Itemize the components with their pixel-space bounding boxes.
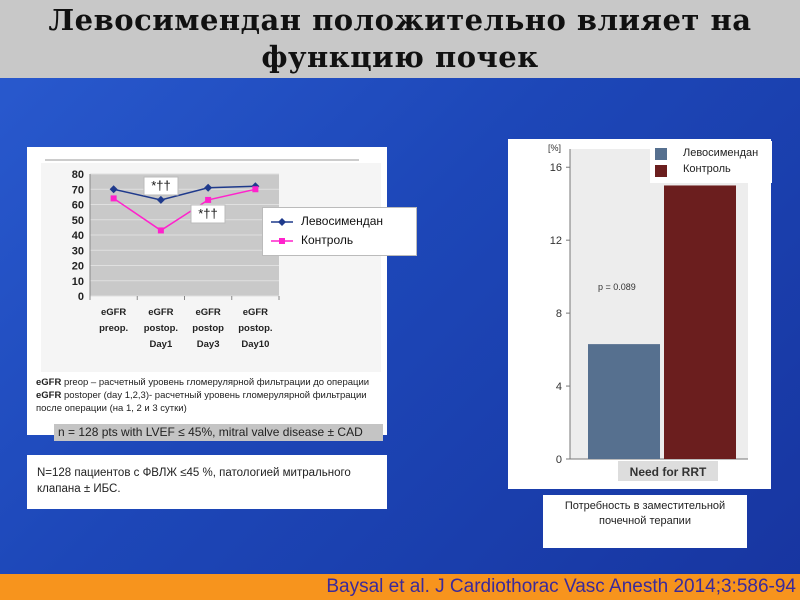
note-postop: eGFR postoper (day 1,2,3)- расчетный уро…	[36, 389, 376, 415]
x-tick-label: postop	[192, 323, 224, 334]
title-bar: Левосимендан положительно влияет на функ…	[0, 0, 800, 78]
series-line	[113, 185, 256, 201]
x-tick-label: Day10	[241, 339, 269, 350]
y-tick-label: 70	[72, 184, 84, 196]
y-tick-label: 40	[72, 230, 84, 242]
x-tick-label: eGFR	[243, 307, 268, 318]
data-point-control	[205, 196, 212, 203]
x-tick-label: Day1	[150, 339, 173, 350]
x-tick-label: Day3	[197, 339, 220, 350]
y-tick-label: 80	[72, 169, 84, 181]
citation-bar: Baysal et al. J Cardiothorac Vasc Anesth…	[0, 574, 800, 600]
legend-label-levo: Левосимендан	[301, 214, 384, 228]
x-tick-label: preop.	[99, 323, 128, 334]
citation-text: Baysal et al. J Cardiothorac Vasc Anesth…	[326, 576, 796, 597]
y-tick-label: 50	[72, 215, 84, 227]
caption-left-box: N=128 пациентов с ФВЛЖ ≤45 %, патологией…	[27, 455, 387, 509]
x-tick-label: eGFR	[195, 307, 220, 318]
y-axis-label: [%]	[548, 143, 561, 153]
data-point-control	[157, 227, 164, 234]
x-tick-label: eGFR	[101, 307, 126, 318]
x-category-bg	[618, 461, 718, 481]
significance-annotation: *††	[198, 206, 218, 221]
caption-right-box: Потребность в заместительной почечной те…	[543, 495, 747, 548]
significance-box	[143, 176, 179, 196]
caption-left-text: N=128 пациентов с ФВЛЖ ≤45 %, патологией…	[37, 467, 351, 495]
bar	[664, 185, 736, 459]
x-tick-label: Need for RRT	[630, 465, 707, 479]
line-chart-legend: Левосимендан Контроль	[262, 207, 417, 256]
data-point-levo	[109, 185, 118, 194]
legend-marker-levo	[278, 218, 286, 226]
y-tick-label: 0	[78, 291, 84, 303]
caption-right-text: Потребность в заместительной почечной те…	[564, 500, 726, 527]
note-postop-text: postoper (day 1,2,3)- расчетный уровень …	[36, 390, 367, 414]
significance-box	[190, 204, 226, 224]
note-preop-term: eGFR	[36, 377, 62, 388]
data-point-levo	[204, 183, 213, 192]
x-tick-label: eGFR	[148, 307, 173, 318]
x-tick-label: postop.	[144, 323, 178, 334]
data-point-control	[252, 186, 259, 193]
note-preop: eGFR preop – расчетный уровень гломеруля…	[36, 376, 376, 389]
line-chart: 0 10 20 30 40 50 60 70 80 eGFR preop. eGFR postop. Da…	[41, 159, 381, 372]
y-tick-label: 12	[550, 235, 562, 247]
series-line	[113, 188, 256, 232]
y-tick-label: 20	[72, 261, 84, 273]
data-point-control	[110, 195, 117, 202]
p-value-annotation: p = 0.089	[598, 282, 636, 292]
note-postop-term: eGFR	[36, 390, 62, 401]
data-point-levo	[156, 195, 165, 204]
significance-annotation: *††	[151, 178, 171, 193]
y-tick-label: 10	[72, 276, 84, 288]
y-tick-label: 60	[72, 200, 84, 212]
bar-chart: 0 4 8 12 16 [%] p = 0.089 Need for RRT	[548, 143, 748, 481]
bar	[588, 344, 660, 459]
sample-size-box: n = 128 pts with LVEF ≤ 45%, mitral valv…	[54, 424, 383, 441]
title-line-1: Левосимендан положительно влияет на	[48, 3, 752, 37]
legend-swatch-control	[655, 165, 667, 177]
y-tick-label: 16	[550, 162, 562, 174]
slide-title: Левосимендан положительно влияет на функ…	[0, 2, 800, 76]
title-line-2: функцию почек	[261, 40, 539, 74]
abbreviation-notes: eGFR preop – расчетный уровень гломеруля…	[36, 376, 376, 415]
bar-legend-label-levo: Левосимендан	[683, 147, 759, 159]
note-preop-text: preop – расчетный уровень гломерулярной …	[61, 377, 370, 388]
bar-chart-legend: Левосимендан Контроль	[650, 141, 772, 183]
y-tick-label: 8	[556, 308, 562, 320]
legend-marker-control	[279, 238, 285, 244]
legend-label-control: Контроль	[301, 233, 354, 247]
legend-swatch-levo	[655, 148, 667, 160]
y-tick-label: 0	[556, 454, 562, 466]
bar-legend-label-control: Контроль	[683, 163, 731, 175]
y-tick-label: 4	[556, 381, 562, 393]
y-tick-label: 30	[72, 245, 84, 257]
x-tick-label: postop.	[238, 323, 272, 334]
